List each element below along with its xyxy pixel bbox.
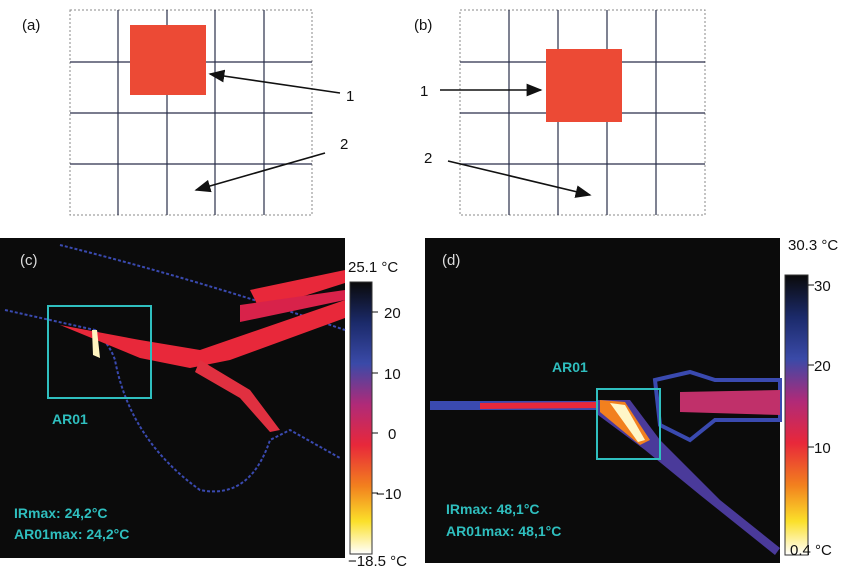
scale-min: −18.5 °C — [348, 553, 407, 569]
region-label: AR01 — [52, 411, 88, 427]
readout: AR01max: 24,2°C — [14, 526, 129, 542]
colorbar-ticks — [372, 311, 378, 494]
scale-tick: 10 — [814, 440, 831, 457]
callout: 2 — [424, 150, 432, 167]
region-box — [596, 388, 661, 460]
panel-a: (a) 1 2 — [22, 9, 354, 216]
arrow — [208, 69, 341, 94]
scale-max: 30.3 °C — [788, 237, 838, 254]
arrow — [447, 160, 592, 198]
colorbar — [784, 274, 809, 556]
panel-label: (a) — [22, 17, 40, 34]
panel-label: (d) — [442, 252, 460, 269]
colorbar — [349, 281, 373, 555]
callout: 1 — [420, 83, 428, 100]
scale-tick: 0 — [388, 426, 396, 443]
panel-c: (c) AR01 IRmax: 24,2°C AR01max: 24,2°C 2… — [0, 238, 407, 569]
heater — [546, 49, 622, 122]
scale-min: 0.4 °C — [790, 542, 832, 559]
panel-label: (b) — [414, 17, 432, 34]
scale-tick: 20 — [384, 305, 401, 322]
scale-tick: 10 — [384, 366, 401, 383]
panel-b: (b) 1 2 — [414, 9, 706, 216]
callout: 1 — [346, 88, 354, 105]
readout: AR01max: 48,1°C — [446, 523, 561, 539]
arrow — [194, 152, 326, 193]
scale-tick: 30 — [814, 278, 831, 295]
scale-tick: −10 — [376, 486, 401, 503]
region-label: AR01 — [552, 359, 588, 375]
region-box — [47, 305, 152, 399]
heater — [130, 25, 206, 95]
callout: 2 — [340, 136, 348, 153]
colorbar-ticks — [808, 284, 814, 448]
scale-tick: 20 — [814, 358, 831, 375]
readout: IRmax: 48,1°C — [446, 501, 540, 517]
readout: IRmax: 24,2°C — [14, 505, 108, 521]
panel-d: (d) AR01 IRmax: 48,1°C AR01max: 48,1°C 3… — [425, 237, 838, 563]
scale-max: 25.1 °C — [348, 259, 398, 276]
panel-label: (c) — [20, 252, 38, 269]
